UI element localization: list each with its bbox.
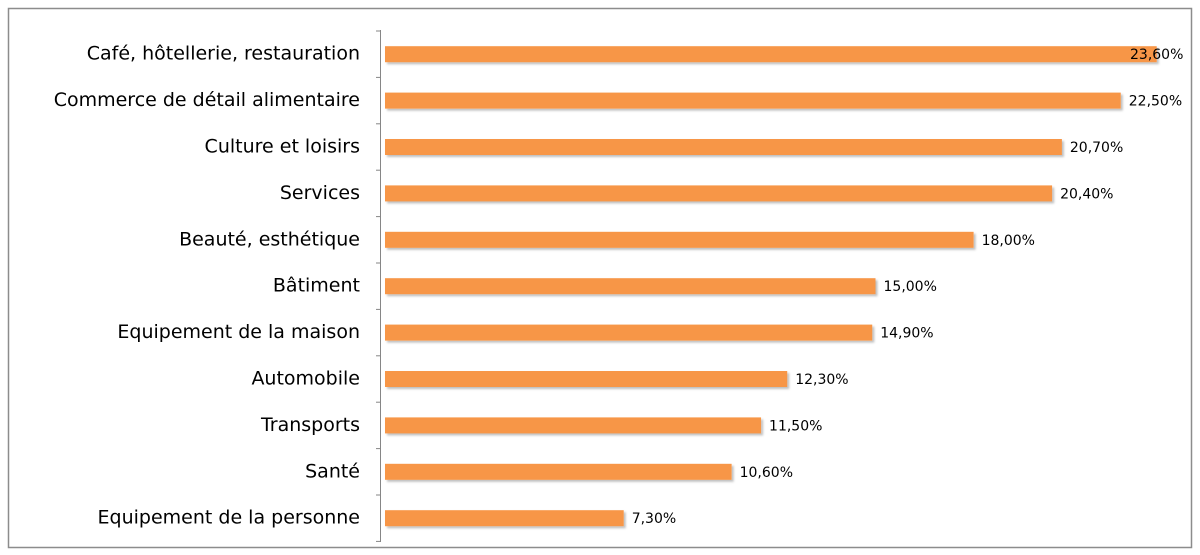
category-label: Bâtiment [273, 275, 360, 297]
bar [385, 417, 762, 434]
category-label: Santé [305, 460, 360, 482]
bar [385, 324, 873, 341]
category-label: Services [280, 182, 360, 204]
value-label: 23,60% [1130, 47, 1183, 63]
bar [385, 92, 1121, 109]
bar [385, 46, 1157, 63]
category-label: Transports [260, 414, 360, 436]
category-label: Culture et loisirs [205, 136, 360, 158]
category-label: Automobile [251, 368, 360, 390]
value-label: 22,50% [1129, 94, 1182, 110]
value-label: 7,30% [632, 511, 676, 527]
category-label: Equipement de la personne [98, 507, 360, 529]
category-label: Beauté, esthétique [179, 228, 360, 250]
bar [385, 463, 732, 480]
value-label: 15,00% [884, 279, 937, 295]
bar [385, 231, 974, 248]
value-label: 12,30% [795, 372, 848, 388]
value-label: 11,50% [769, 418, 822, 434]
category-label: Commerce de détail alimentaire [54, 89, 360, 111]
category-label: Equipement de la maison [117, 321, 360, 343]
bar [385, 371, 788, 387]
bar [385, 185, 1053, 202]
bar [385, 278, 876, 295]
bar [385, 139, 1062, 155]
value-label: 20,40% [1060, 186, 1113, 202]
value-label: 18,00% [982, 233, 1035, 249]
value-label: 10,60% [740, 465, 793, 481]
value-label: 14,90% [880, 326, 933, 342]
bar [385, 510, 624, 527]
value-label: 20,70% [1070, 140, 1123, 156]
category-label: Café, hôtellerie, restauration [87, 43, 360, 65]
